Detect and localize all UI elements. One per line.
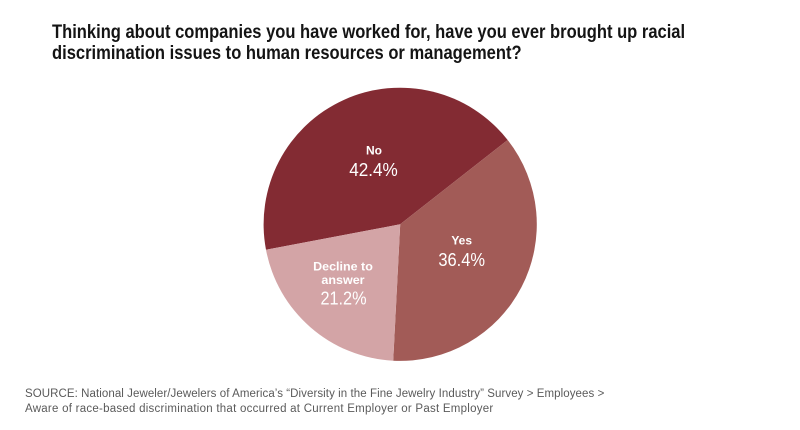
svg-text:Decline to: Decline to — [313, 260, 373, 274]
svg-text:No: No — [366, 144, 382, 158]
svg-text:42.4%: 42.4% — [349, 159, 398, 180]
svg-text:36.4%: 36.4% — [438, 249, 485, 270]
svg-text:21.2%: 21.2% — [320, 288, 366, 309]
svg-text:Yes: Yes — [451, 234, 472, 248]
svg-text:answer: answer — [321, 273, 364, 287]
